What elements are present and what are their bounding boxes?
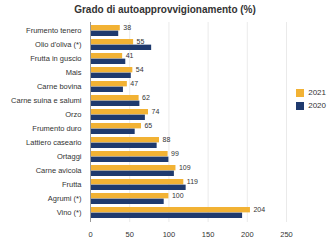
html-text:2021: 2021 [308,88,326,97]
svg-text:Olio d'oliva (*): Olio d'oliva (*) [35,40,82,49]
svg-text:200: 200 [241,230,254,239]
svg-text:150: 150 [202,230,215,239]
svg-text:Agrumi (*): Agrumi (*) [48,194,82,203]
svg-text:55: 55 [137,38,145,45]
svg-text:Frutta in guscio: Frutta in guscio [30,54,81,63]
svg-text:Lattiero caseario: Lattiero caseario [26,138,81,147]
svg-text:204: 204 [253,206,265,213]
svg-text:Frutta: Frutta [62,180,82,189]
svg-text:Orzo: Orzo [65,110,81,119]
svg-text:250: 250 [280,230,293,239]
svg-text:47: 47 [130,80,138,87]
svg-text:119: 119 [187,178,198,185]
svg-text:62: 62 [142,94,150,101]
svg-text:50: 50 [126,230,134,239]
html-text:Grado di autoapprovvigionament: Grado di autoapprovvigionamento (%) [74,4,256,15]
svg-text:88: 88 [162,136,170,143]
svg-text:74: 74 [152,108,160,115]
svg-text:Ortaggi: Ortaggi [57,152,82,161]
svg-text:Carne bovina: Carne bovina [37,82,82,91]
svg-text:Frumento tenero: Frumento tenero [26,26,81,35]
svg-text:41: 41 [126,52,134,59]
svg-text:99: 99 [171,150,179,157]
svg-text:109: 109 [179,164,191,171]
svg-text:Carne avicola: Carne avicola [36,166,83,175]
svg-text:100: 100 [172,192,184,199]
svg-text:54: 54 [136,66,144,73]
svg-text:65: 65 [144,122,152,129]
svg-text:Carne suina e salumi: Carne suina e salumi [11,96,82,105]
svg-text:38: 38 [123,24,131,31]
html-text:2020: 2020 [308,101,326,110]
svg-text:0: 0 [88,230,92,239]
svg-text:Vino (*): Vino (*) [57,208,82,217]
svg-text:Frumento duro: Frumento duro [32,124,81,133]
svg-text:100: 100 [163,230,176,239]
svg-text:Mais: Mais [66,68,82,77]
